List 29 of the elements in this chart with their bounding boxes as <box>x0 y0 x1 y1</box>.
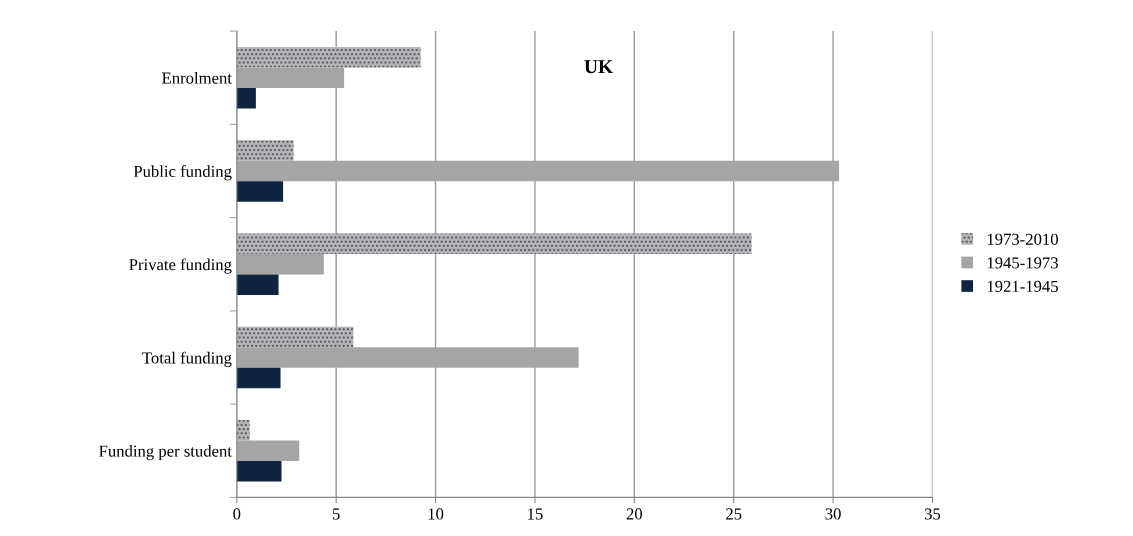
y-tick-label: Total funding <box>142 351 232 367</box>
y-tick-label: Funding per student <box>99 444 232 461</box>
bar <box>236 181 284 202</box>
legend-label: 1945-1973 <box>987 257 1058 269</box>
bar <box>236 253 324 275</box>
x-tick-label: 35 <box>924 508 941 520</box>
x-tick-label: 5 <box>332 508 340 520</box>
y-tick-label: Enrolment <box>162 71 232 84</box>
text: UK <box>584 60 613 74</box>
y-tick-label: Public funding <box>133 165 232 181</box>
bar <box>236 87 256 109</box>
x-tick-label: 25 <box>726 508 742 520</box>
legend-label: 1921-1945 <box>987 280 1058 293</box>
x-tick-label: 0 <box>233 508 241 520</box>
legend-label: 1973-2010 <box>987 233 1058 245</box>
bar <box>236 46 421 68</box>
bar <box>236 367 281 389</box>
y-tick-label: Private funding <box>129 258 232 274</box>
bar <box>236 440 300 462</box>
x-tick-label: 20 <box>626 508 643 520</box>
x-tick-label: 15 <box>528 508 543 520</box>
bar <box>236 274 279 296</box>
bar <box>236 233 752 254</box>
bar <box>236 326 354 348</box>
bar <box>236 140 294 161</box>
x-tick-label: 10 <box>428 508 444 520</box>
x-tick-label: 30 <box>825 508 841 520</box>
bar <box>236 461 282 482</box>
bar <box>236 420 250 441</box>
